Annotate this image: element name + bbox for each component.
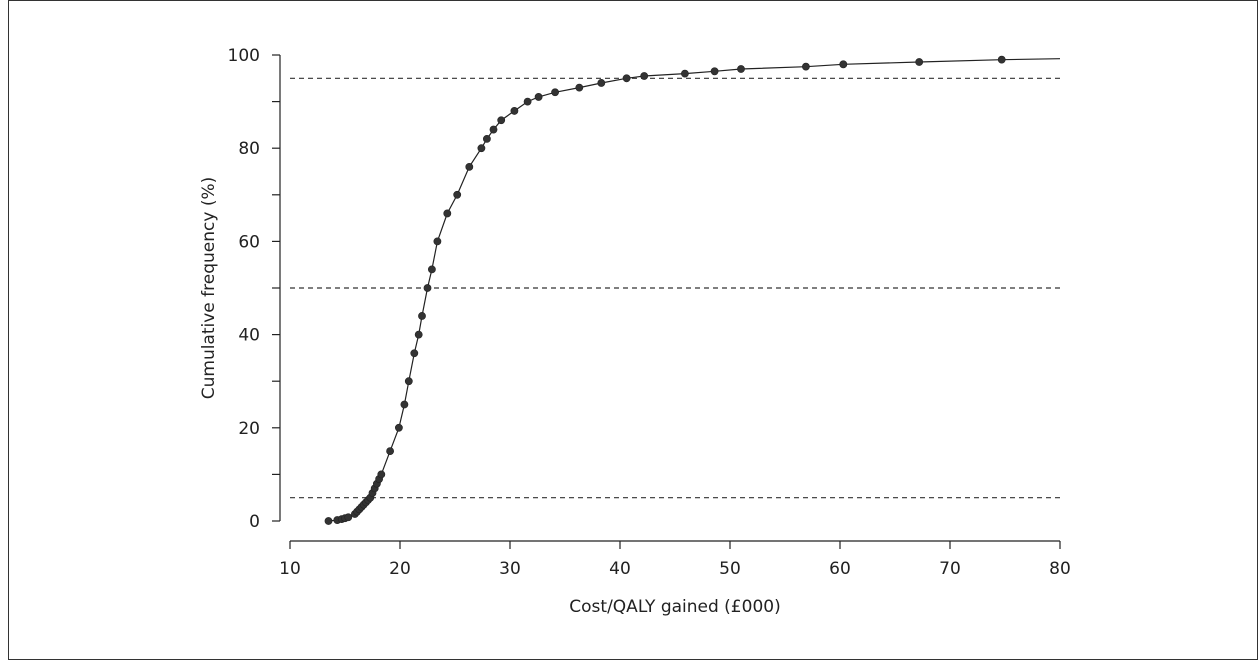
- y-tick-label: 20: [238, 419, 260, 439]
- data-point: [498, 117, 505, 124]
- data-point: [478, 145, 485, 152]
- y-tick-label: 100: [228, 46, 260, 66]
- y-axis-title: Cumulative frequency (%): [199, 177, 219, 400]
- data-point: [401, 401, 408, 408]
- x-tick-label: 40: [609, 559, 631, 579]
- x-tick-label: 30: [499, 559, 521, 579]
- y-tick-label: 0: [249, 512, 260, 532]
- y-tick-label: 40: [238, 326, 260, 346]
- data-points: [325, 56, 1005, 525]
- x-tick-label: 80: [1049, 559, 1071, 579]
- data-point: [454, 191, 461, 198]
- x-tick-label: 60: [829, 559, 851, 579]
- data-point: [576, 84, 583, 91]
- x-tick-label: 70: [939, 559, 961, 579]
- data-point: [737, 65, 744, 72]
- x-tick-label: 20: [389, 559, 411, 579]
- data-point: [802, 63, 809, 70]
- data-point: [598, 79, 605, 86]
- data-point: [641, 72, 648, 79]
- data-point: [378, 471, 385, 478]
- data-point: [511, 107, 518, 114]
- curve-layer: [329, 59, 1061, 521]
- x-tick-label: 50: [719, 559, 741, 579]
- data-point: [434, 238, 441, 245]
- data-point: [524, 98, 531, 105]
- data-point: [552, 89, 559, 96]
- data-point: [345, 514, 352, 521]
- data-point: [840, 61, 847, 68]
- data-point: [428, 266, 435, 273]
- data-point: [681, 70, 688, 77]
- data-point: [466, 163, 473, 170]
- data-point: [424, 284, 431, 291]
- data-point: [411, 350, 418, 357]
- data-point: [418, 312, 425, 319]
- data-point: [623, 75, 630, 82]
- x-axis-title: Cost/QALY gained (£000): [569, 597, 780, 617]
- y-tick-label: 80: [238, 139, 260, 159]
- data-point: [405, 378, 412, 385]
- axes: 0 20 40 60 80 100 10 20 30 40 50 60 70 80: [228, 46, 1071, 579]
- data-point: [916, 58, 923, 65]
- data-point: [444, 210, 451, 217]
- data-point: [483, 135, 490, 142]
- data-point: [387, 448, 394, 455]
- y-tick-label: 60: [238, 232, 260, 252]
- data-point: [395, 424, 402, 431]
- data-point: [711, 68, 718, 75]
- data-point: [415, 331, 422, 338]
- data-point: [490, 126, 497, 133]
- reference-lines: [290, 78, 1060, 497]
- data-point: [535, 93, 542, 100]
- series-line: [329, 59, 1061, 521]
- x-tick-label: 10: [279, 559, 301, 579]
- data-point: [998, 56, 1005, 63]
- data-point: [325, 517, 332, 524]
